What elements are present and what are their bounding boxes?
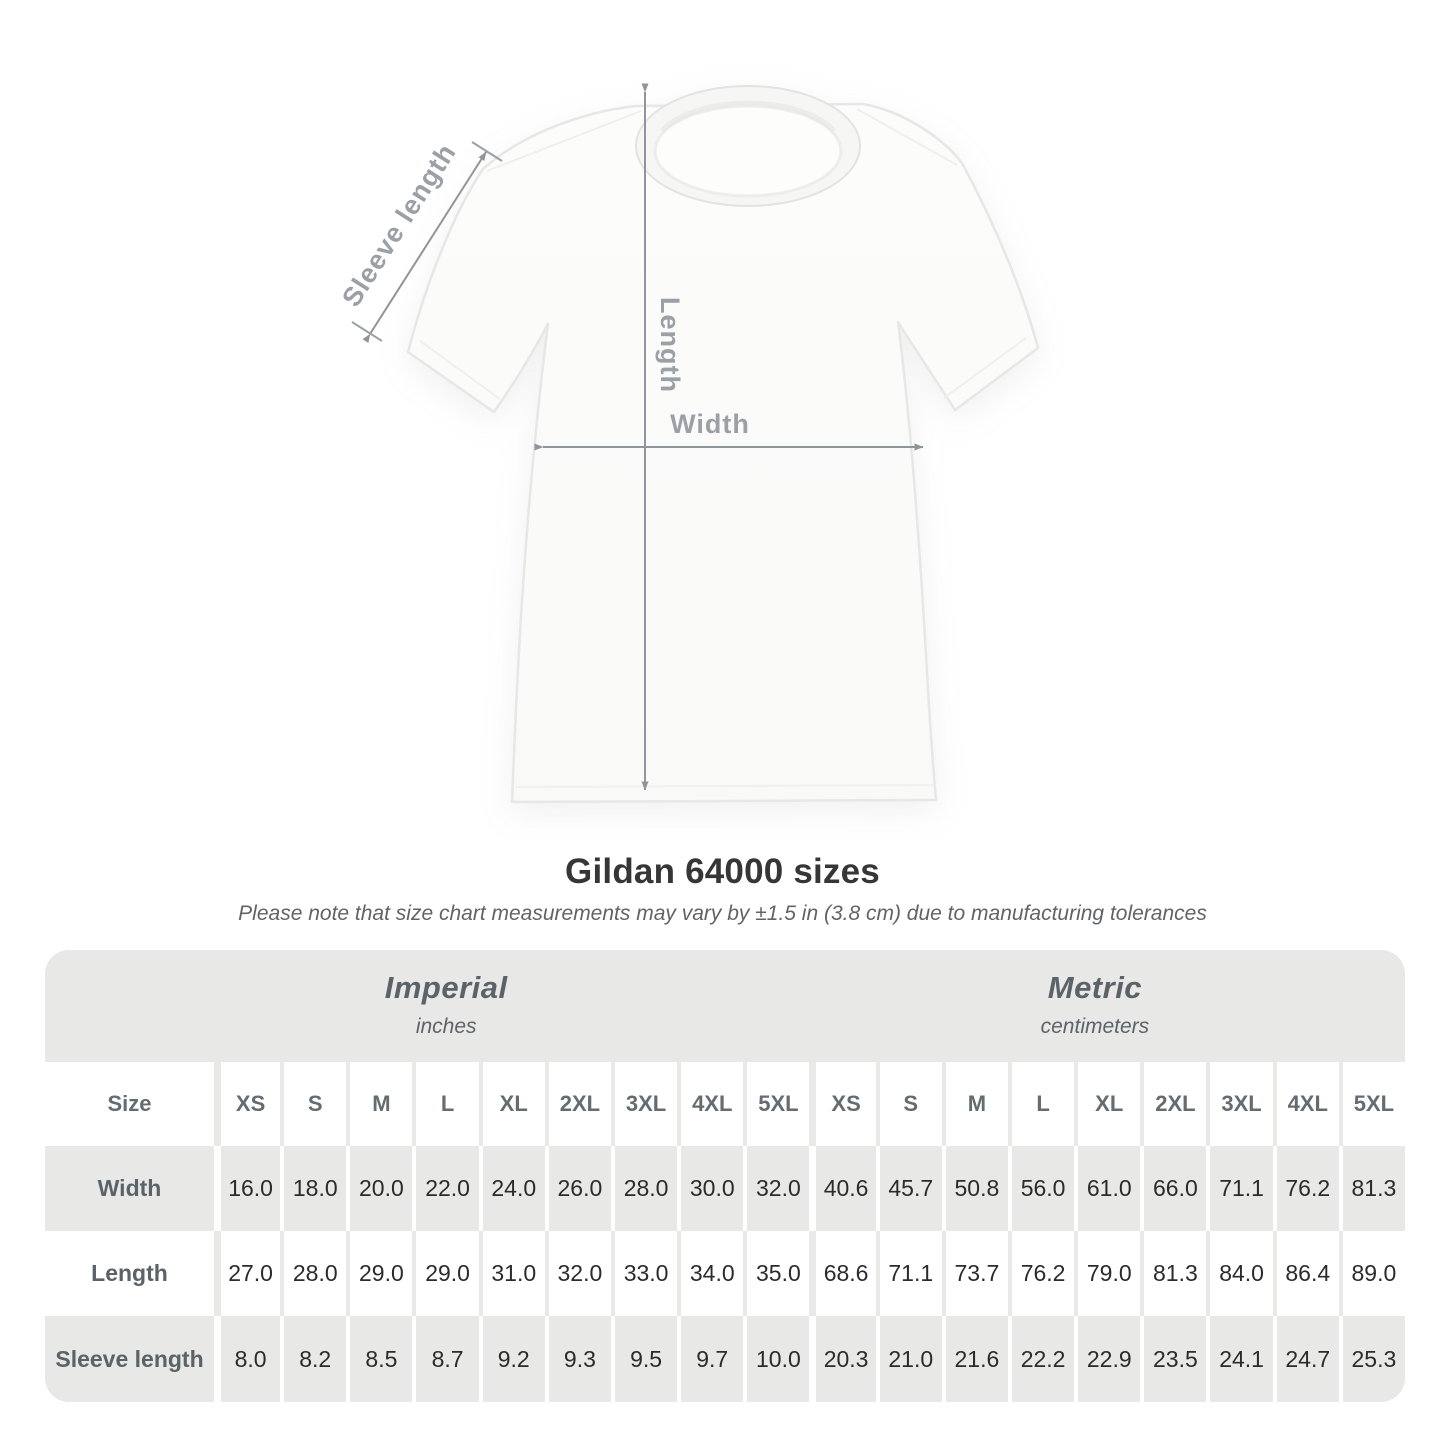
column-header-4xl-metric: 4XL: [1272, 1062, 1339, 1146]
row-label-width: Width: [45, 1146, 214, 1231]
size-table: Imperial inches Metric centimeters Size X…: [45, 950, 1405, 1402]
column-header-m-metric: M: [941, 1062, 1008, 1146]
value-length-xs-metric: 68.6: [809, 1231, 876, 1316]
value-sleeve-length-4xl-imperial: 9.7: [677, 1316, 744, 1402]
value-length-2xl-metric: 81.3: [1140, 1231, 1207, 1316]
length-label: Length: [655, 297, 685, 393]
value-length-2xl-imperial: 32.0: [544, 1231, 611, 1316]
value-width-s-metric: 45.7: [875, 1146, 942, 1231]
value-sleeve-length-2xl-metric: 23.5: [1140, 1316, 1207, 1402]
value-width-5xl-imperial: 32.0: [743, 1146, 810, 1231]
value-width-2xl-metric: 66.0: [1140, 1146, 1207, 1231]
value-length-5xl-metric: 89.0: [1338, 1231, 1405, 1316]
value-width-l-metric: 56.0: [1007, 1146, 1075, 1231]
imperial-title: Imperial: [384, 970, 508, 1006]
value-sleeve-length-3xl-metric: 24.1: [1206, 1316, 1273, 1402]
value-length-l-metric: 76.2: [1007, 1231, 1075, 1316]
column-header-xs-metric: XS: [809, 1062, 876, 1146]
value-width-m-metric: 50.8: [941, 1146, 1008, 1231]
shirt-measurement-diagram: Length Width Sleeve length: [336, 83, 1040, 804]
column-header-2xl-imperial: 2XL: [544, 1062, 611, 1146]
value-width-4xl-metric: 76.2: [1272, 1146, 1339, 1231]
value-length-4xl-metric: 86.4: [1272, 1231, 1339, 1316]
column-header-xl-metric: XL: [1074, 1062, 1141, 1146]
width-arrow: Width: [534, 409, 924, 451]
value-width-xl-imperial: 24.0: [478, 1146, 545, 1231]
value-length-3xl-imperial: 33.0: [610, 1231, 678, 1316]
page-title: Gildan 64000 sizes: [565, 852, 880, 891]
value-width-2xl-imperial: 26.0: [544, 1146, 611, 1231]
column-header-l-imperial: L: [412, 1062, 479, 1146]
imperial-group-header: Imperial inches: [385, 970, 508, 1039]
value-length-xl-imperial: 31.0: [478, 1231, 545, 1316]
value-sleeve-length-s-metric: 21.0: [875, 1316, 942, 1402]
value-width-5xl-metric: 81.3: [1338, 1146, 1405, 1231]
column-header-xl-imperial: XL: [478, 1062, 545, 1146]
value-length-xs-imperial: 27.0: [214, 1231, 281, 1316]
value-length-4xl-imperial: 34.0: [677, 1231, 744, 1316]
column-header-3xl-imperial: 3XL: [610, 1062, 678, 1146]
metric-group-header: Metric centimeters: [1041, 970, 1150, 1039]
metric-title: Metric: [1047, 970, 1143, 1006]
value-sleeve-length-l-imperial: 8.7: [412, 1316, 479, 1402]
length-arrow: Length: [641, 83, 685, 791]
value-width-m-imperial: 20.0: [346, 1146, 413, 1231]
value-sleeve-length-xl-metric: 22.9: [1074, 1316, 1141, 1402]
column-header-5xl-imperial: 5XL: [743, 1062, 810, 1146]
row-label-sleeve-length: Sleeve length: [45, 1316, 214, 1402]
value-width-3xl-imperial: 28.0: [610, 1146, 678, 1231]
value-sleeve-length-2xl-imperial: 9.3: [544, 1316, 611, 1402]
value-length-s-metric: 71.1: [875, 1231, 942, 1316]
value-length-m-imperial: 29.0: [346, 1231, 413, 1316]
value-length-s-imperial: 28.0: [280, 1231, 347, 1316]
value-sleeve-length-5xl-metric: 25.3: [1338, 1316, 1405, 1402]
size-corner-header: Size: [45, 1062, 214, 1146]
column-header-l-metric: L: [1007, 1062, 1075, 1146]
column-header-5xl-metric: 5XL: [1338, 1062, 1405, 1146]
value-length-xl-metric: 79.0: [1074, 1231, 1141, 1316]
value-length-m-metric: 73.7: [941, 1231, 1008, 1316]
metric-unit: centimeters: [1040, 1015, 1150, 1039]
value-length-3xl-metric: 84.0: [1206, 1231, 1273, 1316]
column-header-m-imperial: M: [346, 1062, 413, 1146]
column-header-s-imperial: S: [280, 1062, 347, 1146]
value-width-3xl-metric: 71.1: [1206, 1146, 1273, 1231]
value-width-l-imperial: 22.0: [412, 1146, 479, 1231]
value-sleeve-length-5xl-imperial: 10.0: [743, 1316, 810, 1402]
value-width-xs-imperial: 16.0: [214, 1146, 281, 1231]
row-label-length: Length: [45, 1231, 214, 1316]
value-width-4xl-imperial: 30.0: [677, 1146, 744, 1231]
value-length-l-imperial: 29.0: [412, 1231, 479, 1316]
tolerance-note: Please note that size chart measurements…: [238, 902, 1207, 925]
value-width-xl-metric: 61.0: [1074, 1146, 1141, 1231]
value-sleeve-length-m-metric: 21.6: [941, 1316, 1008, 1402]
column-header-2xl-metric: 2XL: [1140, 1062, 1207, 1146]
value-sleeve-length-xs-metric: 20.3: [809, 1316, 876, 1402]
column-header-s-metric: S: [875, 1062, 942, 1146]
value-width-xs-metric: 40.6: [809, 1146, 876, 1231]
value-sleeve-length-3xl-imperial: 9.5: [610, 1316, 678, 1402]
column-header-4xl-imperial: 4XL: [677, 1062, 744, 1146]
column-header-3xl-metric: 3XL: [1206, 1062, 1273, 1146]
imperial-unit: inches: [415, 1015, 477, 1039]
value-sleeve-length-xl-imperial: 9.2: [478, 1316, 545, 1402]
width-label: Width: [670, 409, 750, 439]
value-sleeve-length-4xl-metric: 24.7: [1272, 1316, 1339, 1402]
value-sleeve-length-xs-imperial: 8.0: [214, 1316, 281, 1402]
value-length-5xl-imperial: 35.0: [743, 1231, 810, 1316]
value-sleeve-length-m-imperial: 8.5: [346, 1316, 413, 1402]
column-header-xs-imperial: XS: [214, 1062, 281, 1146]
value-width-s-imperial: 18.0: [280, 1146, 347, 1231]
value-sleeve-length-s-imperial: 8.2: [280, 1316, 347, 1402]
table-unit-band: Imperial inches Metric centimeters: [45, 950, 1405, 1062]
value-sleeve-length-l-metric: 22.2: [1007, 1316, 1075, 1402]
tshirt-image: [406, 85, 1040, 804]
